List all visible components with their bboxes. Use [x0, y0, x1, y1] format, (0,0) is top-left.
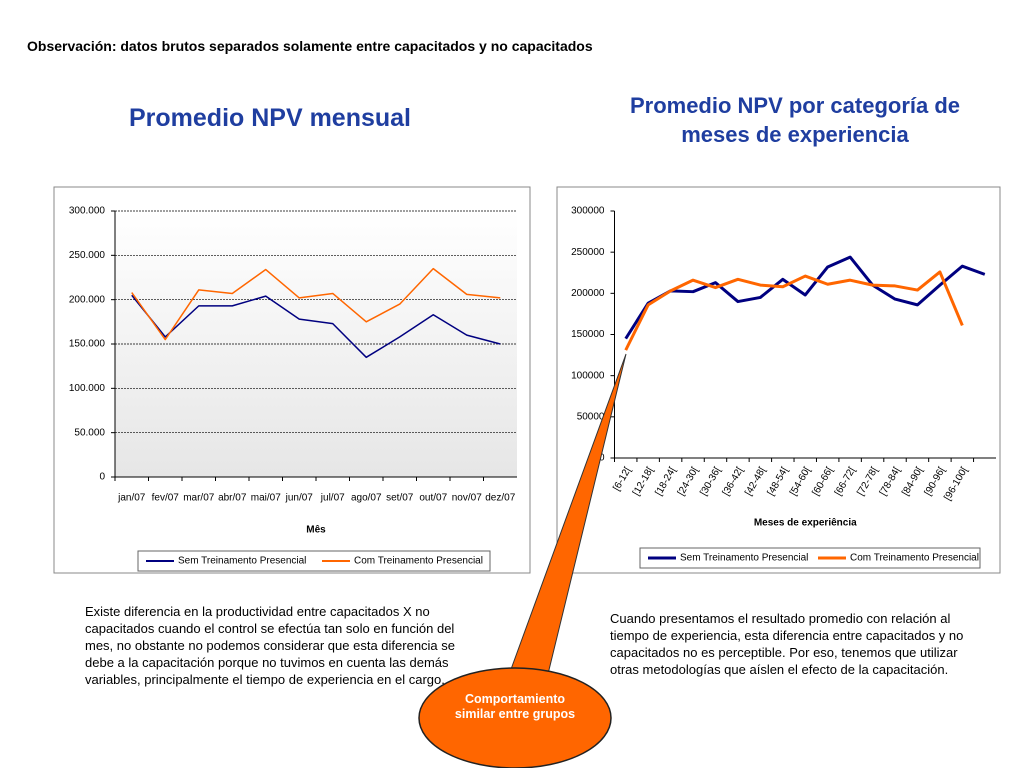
x-axis-label: Meses de experiência — [754, 518, 857, 529]
chart-title: Promedio NPV por categoría de meses de e… — [629, 93, 961, 147]
x-tick-label: jul/07 — [320, 493, 345, 504]
x-tick-label: fev/07 — [152, 493, 180, 504]
x-tick-label: nov/07 — [452, 493, 482, 504]
series-line — [624, 255, 986, 340]
x-tick-label: ago/07 — [351, 493, 382, 504]
legend-label: Sem Treinamento Presencial — [178, 556, 306, 567]
note: Cuando presentamos el resultado promedio… — [610, 611, 964, 677]
series-line — [131, 267, 501, 341]
x-tick-label: out/07 — [419, 493, 447, 504]
y-tick-label: 150000 — [571, 329, 605, 340]
legend-box — [137, 550, 491, 572]
y-tick-label: 250.000 — [69, 250, 106, 261]
callout-text: Comportamiento similar entre grupos — [454, 692, 576, 721]
y-tick-label: 50000 — [577, 411, 605, 422]
y-tick-label: 0 — [99, 472, 105, 483]
y-tick-label: 150.000 — [69, 339, 106, 350]
x-tick-label: mai/07 — [251, 493, 281, 504]
x-tick-label: dez/07 — [485, 493, 515, 504]
x-tick-label: jun/07 — [285, 493, 314, 504]
x-axis-label: Mês — [306, 525, 326, 536]
x-tick-label: jan/07 — [117, 493, 146, 504]
legend-label: Com Treinamento Presencial — [354, 556, 483, 567]
x-tick-label: abr/07 — [218, 493, 247, 504]
legend-label: Com Treinamento Presencial — [850, 553, 979, 564]
y-tick-label: 50.000 — [74, 427, 105, 438]
x-tick-label: mar/07 — [183, 493, 215, 504]
legend-box — [639, 547, 981, 569]
x-tick-label: set/07 — [386, 493, 414, 504]
plot-area — [614, 211, 996, 458]
legend-label: Sem Treinamento Presencial — [680, 553, 808, 564]
series-line — [624, 270, 964, 351]
y-tick-label: 300000 — [571, 206, 605, 217]
y-tick-label: 200000 — [571, 288, 605, 299]
note: Existe diferencia en la productividad en… — [85, 604, 456, 687]
chart-title: Promedio NPV mensual — [128, 104, 412, 132]
y-tick-label: 100000 — [571, 370, 605, 381]
y-tick-label: 250000 — [571, 247, 605, 258]
series-line — [131, 294, 501, 359]
callout-bubble — [418, 667, 612, 768]
y-tick-label: 300.000 — [69, 206, 106, 217]
y-tick-label: 0 — [599, 453, 605, 464]
y-tick-label: 200.000 — [69, 294, 106, 305]
y-tick-label: 100.000 — [69, 383, 106, 394]
header: Observación: datos brutos separados sola… — [27, 38, 593, 54]
